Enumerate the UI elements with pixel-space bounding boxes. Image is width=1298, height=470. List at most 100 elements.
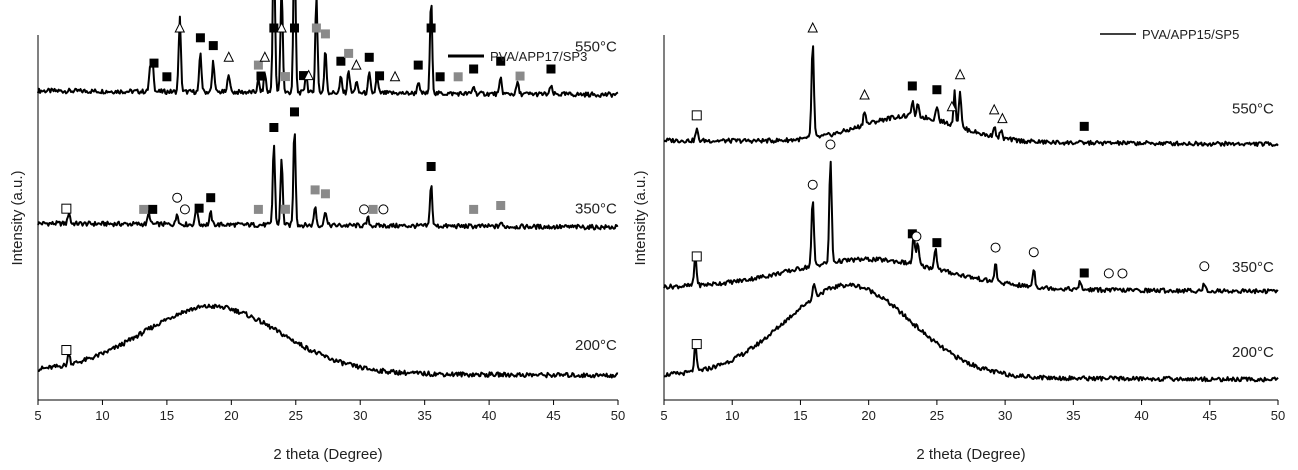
marker-triangle [988, 103, 1000, 115]
x-tick-label: 40 [1134, 408, 1148, 423]
peak-markers-left [61, 21, 556, 356]
x-tick-label: 50 [611, 408, 625, 423]
x-tick-label: 35 [417, 408, 431, 423]
trace-550°C [663, 45, 1279, 147]
marker-square-black [496, 56, 506, 66]
marker-square-open [691, 339, 702, 350]
marker-square-gray [280, 72, 290, 82]
x-tick-label: 30 [353, 408, 367, 423]
marker-triangle [351, 58, 362, 70]
series-label: 550°C [1232, 101, 1274, 118]
marker-square-black [256, 71, 266, 81]
x-tick-label: 50 [1271, 408, 1285, 423]
x-tick-label: 20 [224, 408, 238, 423]
x-tick-label: 30 [998, 408, 1012, 423]
marker-square-gray [368, 204, 378, 214]
marker-square-gray [280, 204, 290, 214]
x-tick-label: 25 [930, 408, 944, 423]
marker-square-open [691, 110, 702, 121]
marker-square-black [269, 123, 279, 132]
marker-triangle [174, 21, 186, 33]
marker-triangle [276, 21, 287, 33]
marker-square-black [907, 81, 917, 91]
x-tick-label: 10 [725, 408, 739, 423]
x-tick-label: 45 [546, 408, 560, 423]
marker-square-black [364, 52, 374, 62]
x-tick-label: 5 [34, 408, 41, 423]
marker-triangle [389, 70, 401, 82]
marker-triangle [946, 100, 958, 112]
series-label: 200°C [1232, 344, 1274, 361]
marker-square-gray [469, 204, 479, 214]
x-axis-label-right: 2 theta (Degree) [916, 446, 1025, 463]
marker-circle [378, 204, 389, 215]
x-axis-label-left: 2 theta (Degree) [273, 446, 382, 463]
xrd-panel-left: 5 10 15 20 25 30 35 40 45 50 550°C 350°C 200°C PVA/… [9, 0, 625, 463]
marker-square-black [435, 72, 445, 82]
series-label: 550°C [575, 39, 617, 56]
marker-square-gray [344, 48, 354, 58]
marker-square-black [932, 85, 942, 95]
marker-square-black [426, 162, 436, 171]
x-tick-label: 5 [660, 408, 667, 423]
x-tick-label: 15 [160, 408, 174, 423]
marker-square-black [148, 204, 158, 214]
xrd-panel-right: 5 10 15 20 25 30 35 40 45 50 550°C 350°C 200°C PVA/… [632, 21, 1285, 463]
peak-markers-right [691, 21, 1210, 350]
marker-square-gray [253, 60, 263, 70]
marker-square-black [162, 72, 172, 82]
marker-square-black [1079, 121, 1089, 131]
trace-350°C [663, 160, 1279, 295]
marker-circle [807, 179, 818, 190]
marker-triangle [259, 51, 271, 62]
series-label: 350°C [1232, 259, 1274, 276]
marker-square-gray [320, 29, 330, 39]
marker-square-black [336, 56, 346, 66]
marker-circle [825, 139, 836, 150]
trace-550°C [37, 0, 619, 98]
x-tick-label: 20 [861, 408, 875, 423]
x-tick-label: 10 [95, 408, 109, 423]
marker-circle [1117, 268, 1128, 279]
marker-circle [1103, 268, 1114, 279]
x-tick-label: 40 [482, 408, 496, 423]
marker-triangle [954, 68, 966, 80]
marker-square-open [61, 345, 72, 356]
traces-right: 550°C 350°C 200°C [663, 45, 1279, 383]
marker-square-open [691, 251, 702, 262]
marker-square-black [299, 71, 309, 81]
marker-square-black [269, 23, 279, 33]
marker-square-black [208, 41, 218, 51]
series-label: 200°C [575, 337, 617, 354]
marker-circle [1028, 247, 1039, 258]
marker-triangle [303, 69, 314, 81]
y-axis-label-right: Intensity (a.u.) [632, 170, 649, 265]
x-tick-label: 35 [1066, 408, 1080, 423]
marker-square-black [289, 23, 299, 33]
marker-square-gray [320, 189, 330, 199]
traces-left: 550°C 350°C 200°C [37, 0, 619, 379]
marker-triangle [859, 88, 870, 100]
marker-square-gray [139, 204, 149, 214]
marker-square-black [1079, 268, 1089, 278]
x-ticks-right: 5 10 15 20 25 30 35 40 45 50 [660, 400, 1285, 423]
x-ticks-left: 5 10 15 20 25 30 35 40 45 50 [34, 400, 625, 423]
x-tick-label: 45 [1203, 408, 1217, 423]
marker-circle [359, 204, 370, 215]
marker-circle [911, 231, 922, 242]
marker-triangle [807, 21, 819, 33]
marker-square-black [375, 71, 385, 81]
marker-square-open [61, 203, 72, 214]
marker-square-gray [496, 201, 506, 210]
marker-square-gray [453, 72, 463, 82]
y-axis-label-left: Intensity (a.u.) [9, 170, 26, 265]
marker-square-black [426, 23, 436, 33]
marker-square-black [289, 107, 299, 117]
legend-label-right: PVA/APP15/SP5 [1142, 27, 1239, 42]
marker-triangle [223, 51, 235, 62]
marker-square-black [932, 238, 942, 248]
x-tick-label: 25 [289, 408, 303, 423]
marker-square-gray [310, 185, 320, 195]
marker-circle [179, 204, 190, 215]
